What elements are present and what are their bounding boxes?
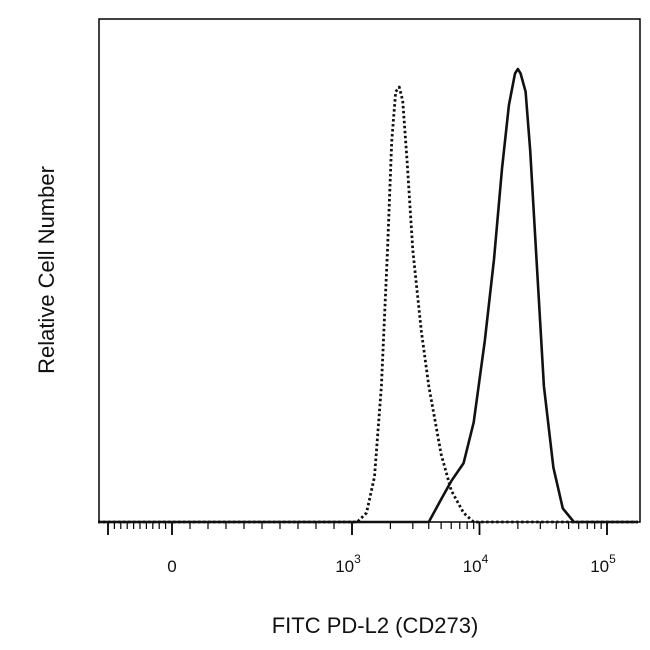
x-tick-label: 105 (590, 552, 616, 576)
x-tick-label: 104 (463, 552, 489, 576)
plot-area-frame (98, 18, 641, 523)
series-dotted-line (98, 85, 638, 524)
series-layer (98, 67, 638, 524)
x-tick-label: 103 (335, 552, 361, 576)
y-axis-label: Relative Cell Number (34, 166, 59, 374)
series-solid-line (98, 67, 638, 524)
x-axis-major-ticks (107, 522, 608, 535)
x-tick-label: 0 (167, 557, 176, 576)
x-axis-label: FITC PD-L2 (CD273) (272, 613, 479, 638)
x-axis-tick-labels: 0 103 104 105 (167, 552, 616, 576)
